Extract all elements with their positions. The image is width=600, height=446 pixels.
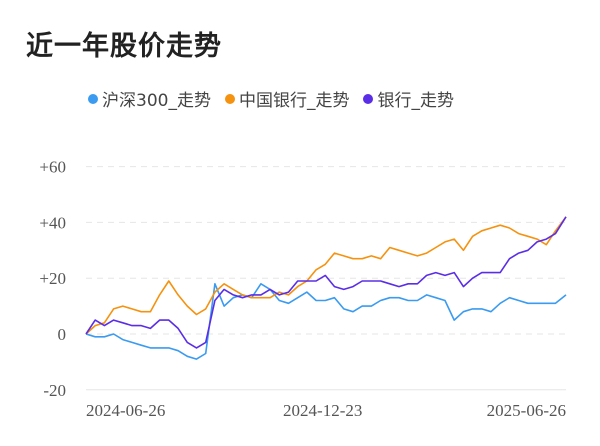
y-tick-label: +40 <box>39 213 66 232</box>
legend-dot-boc <box>224 93 235 104</box>
legend-dot-bank <box>363 93 374 104</box>
legend-label: 沪深300_走势 <box>102 91 211 111</box>
legend-item-boc[interactable]: 中国银行_走势 <box>224 86 350 111</box>
legend-item-bank[interactable]: 银行_走势 <box>363 86 454 111</box>
x-tick-label: 2024-12-23 <box>283 401 362 420</box>
legend-label: 银行_走势 <box>377 91 454 111</box>
series-line-0 <box>85 282 567 360</box>
y-tick-label: -20 <box>43 381 66 400</box>
y-tick-label: +60 <box>39 158 66 177</box>
series-line-1 <box>85 216 567 335</box>
y-tick-label: +20 <box>39 269 66 288</box>
x-tick-label: 2025-06-26 <box>487 401 566 420</box>
y-tick-label: 0 <box>58 325 67 344</box>
legend: 沪深300_走势 中国银行_走势 银行_走势 <box>88 86 454 111</box>
x-tick-label: 2024-06-26 <box>86 401 165 420</box>
legend-item-hs300[interactable]: 沪深300_走势 <box>88 86 211 111</box>
series-line-2 <box>85 216 567 349</box>
chart-title: 近一年股价走势 <box>26 31 222 62</box>
legend-label: 中国银行_走势 <box>238 91 350 111</box>
legend-dot-hs300 <box>88 93 98 104</box>
